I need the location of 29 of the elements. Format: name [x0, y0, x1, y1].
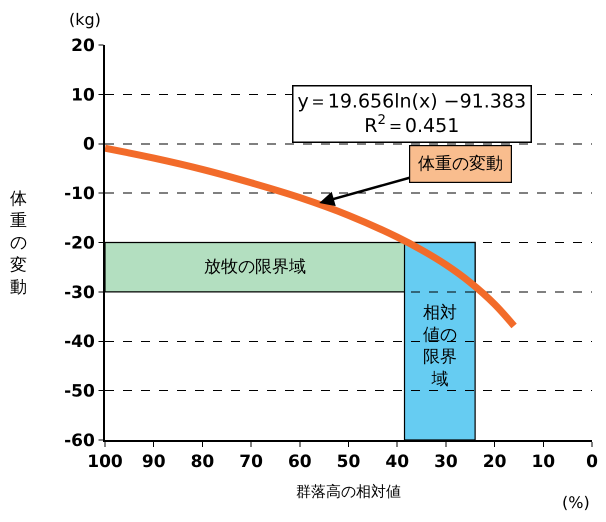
x-tick-label: 40 [385, 452, 410, 472]
text: (kg) [69, 10, 101, 29]
y-tick-label: 0 [83, 134, 96, 155]
y-tick-label: -40 [64, 332, 96, 352]
band-label: 相対値の限界域 [423, 303, 457, 390]
x-tick-label: 30 [434, 452, 458, 472]
y-axis-title: 体重の変動 [10, 189, 27, 298]
x-tick-label: 100 [87, 452, 123, 472]
y-tick-label: -50 [64, 382, 96, 402]
annotation: R$^{2}$＝0.451 [364, 113, 460, 138]
y-tick-label: 20 [71, 36, 96, 56]
band-label: 放牧の限界域 [204, 257, 306, 277]
x-tick-label: 20 [482, 452, 507, 472]
annotation: 体重の変動 [418, 154, 504, 174]
y-tick-label: -20 [64, 233, 96, 254]
x-tick-label: 90 [142, 452, 166, 472]
x-tick-label: 0 [586, 452, 598, 472]
y-tick-label: -10 [64, 184, 96, 204]
x-tick-label: 80 [190, 452, 214, 472]
y-tick-label: -30 [64, 282, 96, 303]
y-tick-label: -60 [64, 430, 96, 451]
y-tick-label: 10 [71, 85, 96, 106]
x-tick-label: 70 [239, 452, 264, 472]
x-axis-title: 群落高の相対値 [296, 482, 401, 501]
text: (%) [562, 493, 590, 512]
x-tick-label: 10 [531, 452, 556, 472]
annotation: y＝19.656ln(x) −91.383 [298, 90, 526, 112]
x-tick-label: 50 [336, 452, 360, 472]
x-tick-label: 60 [288, 452, 312, 472]
